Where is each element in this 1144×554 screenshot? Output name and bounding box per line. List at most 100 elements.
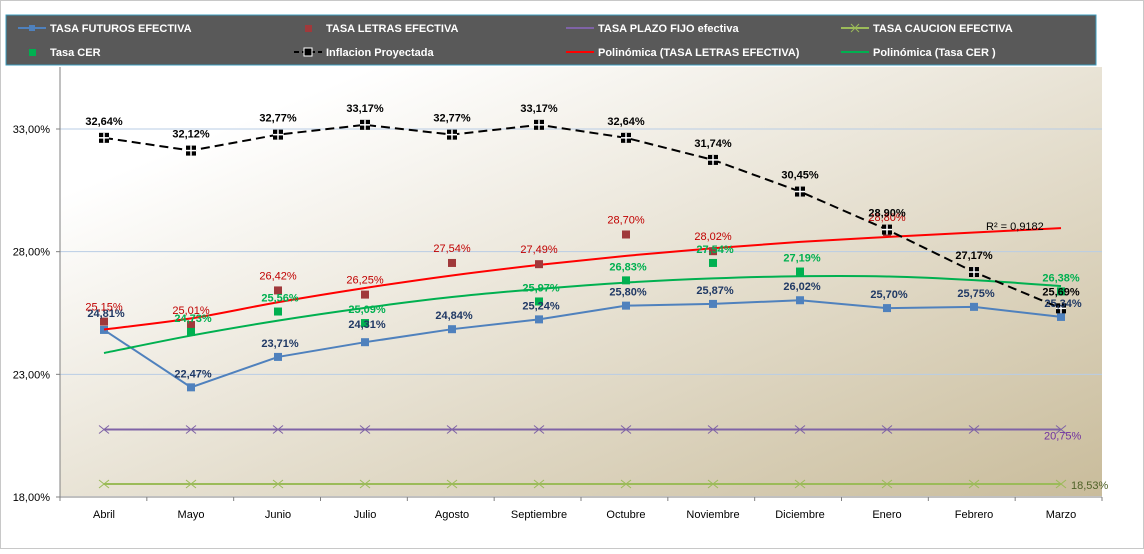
legend-item-caucion: TASA CAUCION EFECTIVA: [841, 23, 1013, 35]
label-inflacion: 31,74%: [694, 138, 732, 150]
x-tick-label: Junio: [265, 509, 291, 521]
point-cer: [361, 319, 369, 328]
point-inflacion: [708, 154, 718, 165]
point-inflacion: [447, 129, 457, 140]
point-cer: [622, 276, 630, 285]
point-caucion: [707, 479, 719, 489]
label-inflacion: 32,64%: [85, 116, 123, 128]
y-tick-label: 23,00%: [13, 369, 51, 381]
point-inflacion: [360, 119, 370, 130]
point-plazo-fijo: [968, 425, 980, 434]
label-futuros: 24,31%: [348, 319, 386, 331]
point-inflacion: [795, 186, 805, 197]
point-caucion: [98, 479, 110, 489]
point-cer: [709, 258, 717, 267]
legend-label: TASA FUTUROS EFECTIVA: [50, 23, 192, 35]
x-tick-label: Mayo: [178, 509, 205, 521]
x-tick-label: Marzo: [1046, 509, 1077, 521]
point-inflacion: [273, 129, 283, 140]
point-cer: [535, 297, 543, 306]
plot-area: [60, 67, 1102, 496]
legend-label: Polinómica (TASA LETRAS EFECTIVA): [598, 47, 800, 59]
label-inflacion: 25,69%: [1042, 286, 1080, 298]
legend-box: [5, 14, 1097, 66]
label-plazo-fijo: 20,75%: [1044, 431, 1082, 443]
point-futuros: [274, 352, 282, 361]
point-plazo-fijo: [707, 425, 719, 434]
data-labels: 18,53% 20,75% 24,81% 22,47% 23,71% 24,31% 24,8…: [85, 103, 1108, 492]
label-cer: 25,09%: [348, 304, 386, 316]
point-futuros: [970, 302, 978, 311]
series-futuros-line: [103, 299, 1062, 389]
y-axis: 33,00% 28,00% 23,00% 18,00%: [13, 67, 61, 504]
point-futuros: [535, 315, 543, 324]
x-tick-label: Noviembre: [686, 509, 739, 521]
label-letras: 27,54%: [433, 243, 471, 255]
label-futuros: 25,87%: [696, 285, 734, 297]
label-letras: 28,80%: [868, 212, 906, 224]
legend-label: Polinómica (Tasa CER ): [873, 47, 996, 59]
point-plazo-fijo: [446, 425, 458, 434]
label-futuros: 23,71%: [261, 338, 299, 350]
point-inflacion: [882, 224, 892, 235]
point-caucion: [185, 479, 197, 489]
gridlines: [60, 128, 1102, 375]
label-letras: 26,42%: [259, 270, 297, 282]
label-cer: 25,97%: [522, 282, 560, 294]
point-caucion: [1055, 479, 1067, 489]
point-plazo-fijo: [1055, 425, 1067, 434]
label-cer: 26,83%: [609, 261, 647, 273]
point-letras: [274, 286, 282, 295]
point-futuros: [622, 301, 630, 310]
point-plazo-fijo: [185, 425, 197, 434]
label-cer: 25,56%: [261, 293, 299, 305]
label-letras: 25,15%: [85, 302, 123, 314]
y-tick-label: 33,00%: [13, 124, 51, 136]
point-cer: [1057, 287, 1065, 296]
x-tick-label: Octubre: [606, 509, 645, 521]
point-caucion: [446, 479, 458, 489]
point-caucion: [881, 479, 893, 489]
legend-label: Tasa CER: [50, 47, 101, 59]
y-tick-label: 18,00%: [13, 492, 51, 504]
point-caucion: [968, 479, 980, 489]
label-letras: 27,49%: [520, 244, 558, 256]
legend-item-poly_letras: Polinómica (TASA LETRAS EFECTIVA): [566, 47, 800, 59]
label-cer: 27,54%: [696, 244, 734, 256]
point-letras: [361, 290, 369, 299]
legend-label: TASA CAUCION EFECTIVA: [873, 23, 1013, 35]
label-cer: 26,38%: [1042, 272, 1080, 284]
point-letras: [535, 260, 543, 269]
label-futuros: 25,75%: [957, 288, 995, 300]
point-plazo-fijo: [620, 425, 632, 434]
x-axis: Abril Mayo Junio Julio Agosto Septiembre Octub…: [59, 496, 1103, 521]
point-futuros: [796, 296, 804, 305]
point-letras: [622, 230, 630, 239]
label-letras: 26,25%: [346, 275, 384, 287]
point-letras: [448, 258, 456, 267]
label-inflacion: 27,17%: [955, 250, 993, 262]
point-plazo-fijo: [359, 425, 371, 434]
label-futuros: 25,80%: [609, 287, 647, 299]
point-letras: [709, 247, 717, 256]
point-inflacion: [621, 132, 631, 143]
label-futuros: 25,24%: [522, 300, 560, 312]
legend-label: Inflacion Proyectada: [326, 47, 434, 59]
legend-label: TASA PLAZO FIJO efectiva: [598, 23, 739, 35]
legend-item-inflacion: Inflacion Proyectada: [294, 47, 434, 59]
label-inflacion: 33,17%: [520, 103, 558, 115]
trendline-letras: [103, 227, 1062, 331]
label-inflacion: 33,17%: [346, 103, 384, 115]
label-cer: 27,19%: [783, 253, 821, 265]
x-tick-label: Agosto: [435, 509, 469, 521]
point-inflacion: [99, 132, 109, 143]
point-cer: [796, 267, 804, 276]
point-inflacion: [1056, 303, 1066, 314]
point-futuros: [448, 325, 456, 334]
point-plazo-fijo: [98, 425, 110, 434]
label-cer: 24,73%: [174, 313, 212, 325]
legend-item-cer: Tasa CER: [29, 47, 101, 59]
point-plazo-fijo: [272, 425, 284, 434]
